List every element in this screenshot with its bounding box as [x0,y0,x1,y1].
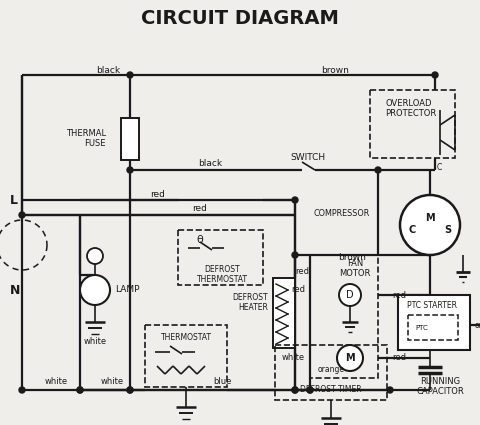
Text: brown: brown [338,253,366,263]
Text: white: white [100,377,123,386]
Text: ora: ora [475,320,480,329]
Circle shape [375,167,381,173]
Text: white: white [282,354,305,363]
Text: M: M [425,213,435,223]
Text: OVERLOAD: OVERLOAD [385,99,432,108]
Text: L: L [10,193,18,207]
Bar [121,118,139,160]
Text: THERMOSTAT: THERMOSTAT [160,334,212,343]
Text: LAMP: LAMP [115,286,140,295]
Circle shape [432,72,438,78]
Circle shape [127,167,133,173]
Bar [310,255,378,378]
Circle shape [337,345,363,371]
Text: white: white [84,337,107,346]
Text: MOTOR: MOTOR [339,269,371,278]
Text: M: M [345,353,355,363]
Text: red: red [392,354,406,363]
Circle shape [292,197,298,203]
Text: D: D [346,290,354,300]
Text: COMPRESSOR: COMPRESSOR [314,209,370,218]
Bar [275,345,387,400]
Circle shape [127,387,133,393]
Text: N: N [10,283,20,297]
Circle shape [19,387,25,393]
Circle shape [77,387,83,393]
Circle shape [87,248,103,264]
Text: red: red [151,190,166,198]
Circle shape [292,387,298,393]
Bar [398,295,470,350]
Text: PTC STARTER: PTC STARTER [407,300,457,309]
Circle shape [19,212,25,218]
Text: DEFROST: DEFROST [204,266,240,275]
Circle shape [339,284,361,306]
Text: C: C [437,162,442,172]
Text: HEATER: HEATER [238,303,268,312]
Text: red: red [392,291,406,300]
Text: red: red [291,286,305,295]
Text: CIRCUIT DIAGRAM: CIRCUIT DIAGRAM [141,8,339,28]
Text: red: red [192,204,207,212]
Circle shape [77,387,83,393]
Text: PROTECTOR: PROTECTOR [385,108,436,117]
Text: DEFROST TIMER: DEFROST TIMER [300,385,362,394]
Text: white: white [45,377,68,386]
Bar [178,230,263,285]
Circle shape [127,387,133,393]
Text: THERMAL: THERMAL [66,128,106,138]
Text: blue: blue [213,377,231,386]
Text: SWITCH: SWITCH [290,153,325,162]
Text: FUSE: FUSE [84,139,106,147]
Text: red: red [295,267,309,277]
Text: FAN: FAN [347,260,363,269]
Circle shape [387,387,393,393]
Text: black: black [198,159,222,167]
Text: brown: brown [321,65,349,74]
Text: S: S [444,225,452,235]
Circle shape [292,387,298,393]
Circle shape [292,252,298,258]
Bar [145,325,227,387]
Circle shape [127,72,133,78]
Circle shape [80,275,110,305]
Circle shape [400,195,460,255]
Circle shape [307,387,313,393]
Text: THERMOSTAT: THERMOSTAT [196,275,248,283]
Bar [273,278,295,348]
Text: black: black [96,65,120,74]
Text: C: C [408,225,416,235]
Text: PTC: PTC [416,325,428,331]
Text: DEFROST: DEFROST [232,294,268,303]
Text: θ: θ [197,235,204,245]
Text: RUNNING: RUNNING [420,377,460,386]
Bar [370,90,455,158]
Text: orange: orange [318,366,345,374]
Text: CAPACITOR: CAPACITOR [416,388,464,397]
Bar [408,315,458,340]
Circle shape [307,387,313,393]
